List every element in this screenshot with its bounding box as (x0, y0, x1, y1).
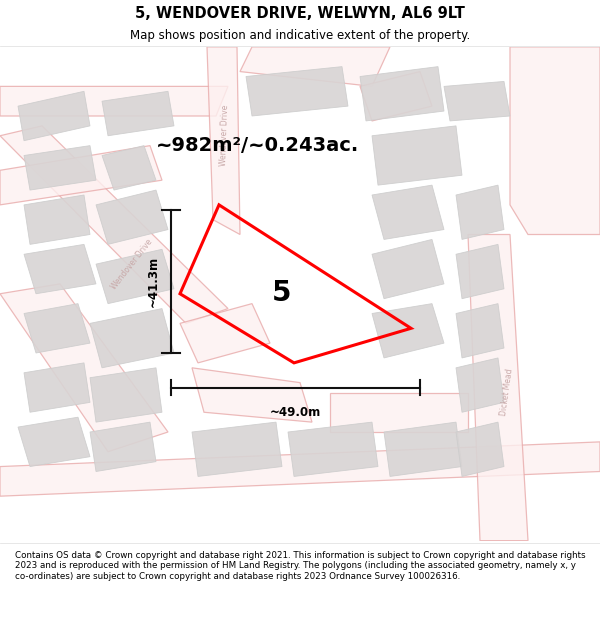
Polygon shape (456, 185, 504, 239)
Polygon shape (102, 91, 174, 136)
Polygon shape (240, 47, 390, 86)
Polygon shape (372, 185, 444, 239)
Polygon shape (102, 146, 156, 190)
Polygon shape (468, 234, 528, 541)
Polygon shape (24, 304, 90, 353)
Polygon shape (384, 422, 462, 476)
Polygon shape (510, 47, 600, 234)
Polygon shape (24, 195, 90, 244)
Polygon shape (207, 47, 240, 234)
Polygon shape (90, 309, 174, 368)
Polygon shape (456, 422, 504, 476)
Polygon shape (288, 422, 378, 476)
Polygon shape (90, 422, 156, 471)
Polygon shape (18, 91, 90, 141)
Polygon shape (192, 368, 312, 422)
Text: Wendover Drive: Wendover Drive (220, 105, 230, 166)
Polygon shape (330, 392, 468, 432)
Polygon shape (0, 284, 168, 452)
Polygon shape (96, 249, 174, 304)
Text: Wendover Drive: Wendover Drive (110, 238, 154, 291)
Polygon shape (246, 67, 348, 116)
Text: Dicket Mead: Dicket Mead (499, 368, 515, 417)
Polygon shape (372, 304, 444, 358)
Polygon shape (444, 81, 510, 121)
Polygon shape (456, 358, 504, 412)
Polygon shape (96, 190, 168, 244)
Text: Map shows position and indicative extent of the property.: Map shows position and indicative extent… (130, 29, 470, 42)
Polygon shape (372, 239, 444, 299)
Polygon shape (0, 146, 162, 205)
Polygon shape (192, 422, 282, 476)
Polygon shape (360, 71, 432, 121)
Polygon shape (24, 363, 90, 413)
Text: ~982m²/~0.243ac.: ~982m²/~0.243ac. (157, 136, 359, 155)
Polygon shape (90, 368, 162, 422)
Text: 5, WENDOVER DRIVE, WELWYN, AL6 9LT: 5, WENDOVER DRIVE, WELWYN, AL6 9LT (135, 6, 465, 21)
Polygon shape (0, 442, 600, 496)
Polygon shape (372, 126, 462, 185)
Polygon shape (0, 86, 228, 116)
Polygon shape (360, 67, 444, 121)
Polygon shape (0, 126, 228, 323)
Text: ~41.3m: ~41.3m (146, 256, 160, 307)
Polygon shape (180, 304, 270, 363)
Polygon shape (456, 304, 504, 358)
Text: 5: 5 (272, 279, 292, 306)
Polygon shape (18, 418, 90, 466)
Polygon shape (456, 244, 504, 299)
Text: ~49.0m: ~49.0m (270, 406, 321, 419)
Text: Contains OS data © Crown copyright and database right 2021. This information is : Contains OS data © Crown copyright and d… (15, 551, 586, 581)
Polygon shape (24, 244, 96, 294)
Polygon shape (24, 146, 96, 190)
